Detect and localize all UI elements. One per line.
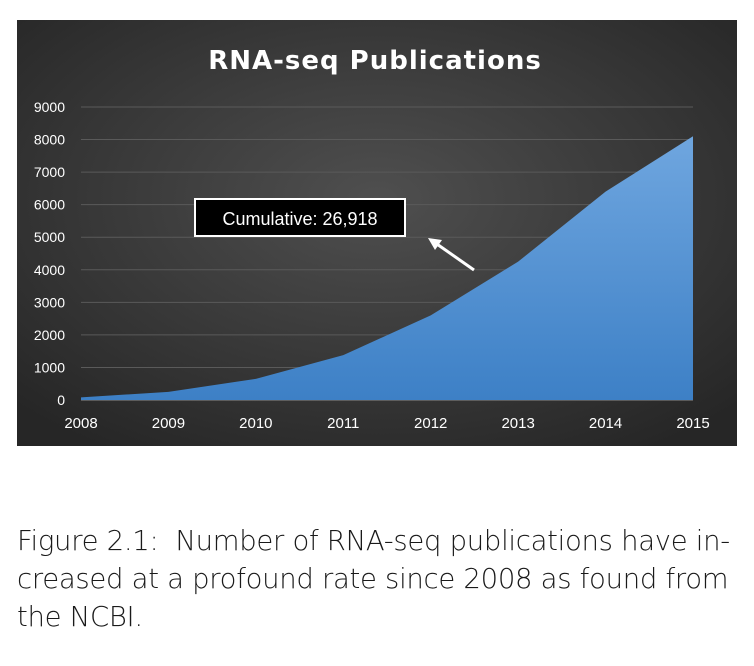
chart-panel: 0 1000 2000 3000 4000 5000 6000 7000 8000 9000 20… — [17, 20, 737, 446]
y-tick-label: 0 — [57, 392, 65, 408]
x-tick-label: 2008 — [64, 415, 97, 432]
caption-line: creased at a profound rate since 2008 as… — [17, 563, 729, 595]
annotation-label: Cumulative: 26,918 — [222, 209, 377, 229]
x-tick-label: 2015 — [676, 415, 709, 432]
annotation-box — [194, 198, 406, 237]
series-area — [81, 136, 693, 401]
y-tick-label: 4000 — [34, 262, 65, 278]
arrow-up-left-icon — [428, 238, 475, 272]
area-series-publications — [81, 136, 693, 401]
y-tick-label: 9000 — [34, 99, 65, 115]
x-axis-ticks: 2008 2009 2010 2011 2012 2013 2014 2015 — [64, 415, 709, 432]
y-tick-label: 1000 — [34, 359, 65, 375]
y-tick-label: 3000 — [34, 294, 65, 310]
caption-line: Figure 2.1: Number of RNA-seq publicatio… — [17, 525, 730, 557]
x-tick-label: 2012 — [414, 415, 447, 432]
x-tick-label: 2011 — [327, 415, 359, 432]
figure-caption: Figure 2.1: Number of RNA-seq publicatio… — [17, 522, 742, 636]
x-tick-label: 2009 — [152, 415, 185, 432]
y-tick-label: 8000 — [34, 132, 65, 148]
annotation: Cumulative: 26,918 — [194, 198, 475, 272]
caption-line: the NCBI. — [17, 601, 143, 633]
x-tick-label: 2014 — [589, 415, 622, 432]
y-axis-ticks: 0 1000 2000 3000 4000 5000 6000 7000 8000 9000 — [34, 99, 65, 408]
x-tick-label: 2013 — [501, 415, 534, 432]
y-tick-label: 2000 — [34, 327, 65, 343]
rna-seq-area-chart: 0 1000 2000 3000 4000 5000 6000 7000 8000 9000 20… — [17, 20, 737, 446]
x-tick-label: 2010 — [239, 415, 272, 432]
y-tick-label: 7000 — [34, 164, 65, 180]
y-tick-label: 5000 — [34, 229, 65, 245]
chart-title: RNA-seq Publications — [208, 46, 542, 76]
y-tick-label: 6000 — [34, 197, 65, 213]
